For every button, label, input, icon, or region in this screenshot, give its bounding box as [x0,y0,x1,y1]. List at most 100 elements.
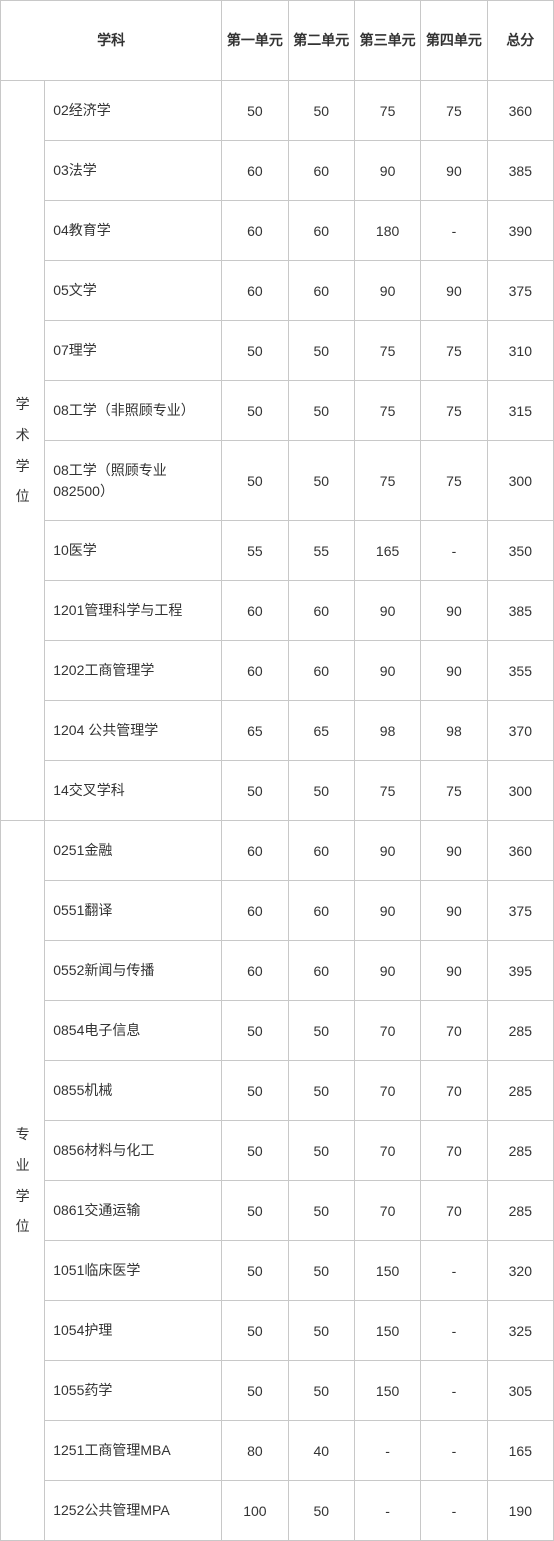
unit-cell: 75 [354,81,420,141]
unit-cell: 60 [288,581,354,641]
unit-cell: 50 [222,1001,288,1061]
subject-cell: 14交叉学科 [45,761,222,821]
total-cell: 360 [487,821,553,881]
table-body: 学术学位02经济学5050757536003法学6060909038504教育学… [1,81,554,1541]
unit-cell: 50 [222,81,288,141]
unit-cell: 70 [354,1001,420,1061]
table-row: 1054护理5050150-325 [1,1301,554,1361]
unit-cell: 75 [421,761,487,821]
subject-cell: 02经济学 [45,81,222,141]
total-cell: 325 [487,1301,553,1361]
unit-cell: 90 [421,581,487,641]
unit-cell: - [421,521,487,581]
unit-cell: 50 [222,1181,288,1241]
unit-cell: - [354,1481,420,1541]
unit-cell: 55 [288,521,354,581]
unit-cell: 50 [222,1301,288,1361]
unit-cell: 165 [354,521,420,581]
total-cell: 285 [487,1181,553,1241]
unit-cell: 60 [222,581,288,641]
unit-cell: 70 [354,1181,420,1241]
unit-cell: 50 [288,1061,354,1121]
unit-cell: 50 [288,1301,354,1361]
table-row: 1252公共管理MPA10050--190 [1,1481,554,1541]
unit-cell: 75 [421,441,487,521]
unit-cell: 90 [421,941,487,1001]
unit-cell: 70 [421,1121,487,1181]
unit-cell: 98 [421,701,487,761]
unit-cell: 40 [288,1421,354,1481]
unit-cell: 60 [222,821,288,881]
unit-cell: 150 [354,1361,420,1421]
unit-cell: 50 [288,1001,354,1061]
subject-cell: 0855机械 [45,1061,222,1121]
unit-cell: 70 [421,1061,487,1121]
unit-cell: 90 [354,141,420,201]
unit-cell: 50 [288,81,354,141]
table-row: 10医学5555165-350 [1,521,554,581]
unit-cell: 60 [222,641,288,701]
unit-cell: 50 [288,441,354,521]
unit-cell: 60 [288,201,354,261]
subject-cell: 0861交通运输 [45,1181,222,1241]
unit-cell: 60 [222,141,288,201]
subject-cell: 07理学 [45,321,222,381]
subject-cell: 0551翻译 [45,881,222,941]
total-cell: 285 [487,1001,553,1061]
total-cell: 385 [487,581,553,641]
unit-cell: - [421,1421,487,1481]
total-cell: 370 [487,701,553,761]
unit-cell: 75 [354,321,420,381]
table-row: 1051临床医学5050150-320 [1,1241,554,1301]
unit-cell: 75 [421,81,487,141]
unit-cell: 50 [288,321,354,381]
subject-cell: 0251金融 [45,821,222,881]
table-row: 专业学位0251金融60609090360 [1,821,554,881]
table-row: 03法学60609090385 [1,141,554,201]
unit-cell: 60 [222,881,288,941]
category-cell: 学术学位 [1,81,45,821]
unit-cell: 90 [354,881,420,941]
unit-cell: 70 [421,1001,487,1061]
subject-cell: 10医学 [45,521,222,581]
subject-cell: 04教育学 [45,201,222,261]
total-cell: 360 [487,81,553,141]
unit-cell: 50 [222,761,288,821]
table-header: 学科 第一单元 第二单元 第三单元 第四单元 总分 [1,1,554,81]
table-row: 14交叉学科50507575300 [1,761,554,821]
total-cell: 310 [487,321,553,381]
unit-cell: - [421,1361,487,1421]
unit-cell: 90 [421,881,487,941]
table-row: 1201管理科学与工程60609090385 [1,581,554,641]
unit-cell: 90 [354,941,420,1001]
total-cell: 190 [487,1481,553,1541]
total-cell: 385 [487,141,553,201]
unit-cell: 60 [288,941,354,1001]
subject-cell: 1051临床医学 [45,1241,222,1301]
total-cell: 300 [487,441,553,521]
header-unit2: 第二单元 [288,1,354,81]
unit-cell: 50 [222,441,288,521]
table-row: 08工学（照顾专业082500）50507575300 [1,441,554,521]
unit-cell: 70 [354,1121,420,1181]
unit-cell: 60 [288,261,354,321]
unit-cell: 65 [288,701,354,761]
unit-cell: 90 [421,141,487,201]
table-row: 05文学60609090375 [1,261,554,321]
table-row: 1251工商管理MBA8040--165 [1,1421,554,1481]
total-cell: 375 [487,261,553,321]
table-row: 0552新闻与传播60609090395 [1,941,554,1001]
unit-cell: 65 [222,701,288,761]
unit-cell: 70 [421,1181,487,1241]
unit-cell: 70 [354,1061,420,1121]
subject-cell: 03法学 [45,141,222,201]
unit-cell: 100 [222,1481,288,1541]
header-unit1: 第一单元 [222,1,288,81]
total-cell: 375 [487,881,553,941]
header-subject: 学科 [1,1,222,81]
total-cell: 285 [487,1121,553,1181]
total-cell: 300 [487,761,553,821]
unit-cell: - [421,1481,487,1541]
total-cell: 350 [487,521,553,581]
subject-cell: 1202工商管理学 [45,641,222,701]
